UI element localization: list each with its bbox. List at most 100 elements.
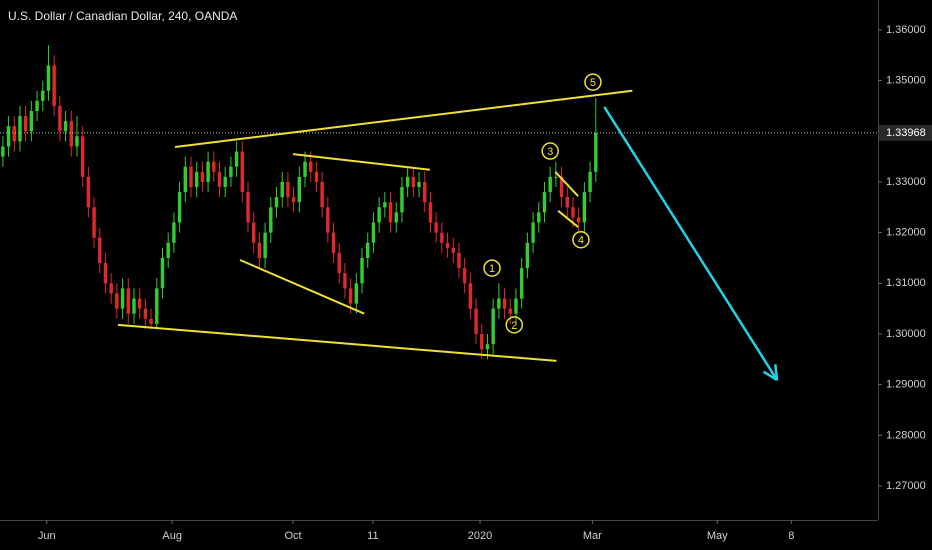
candle-body <box>519 268 524 299</box>
candle-body <box>251 222 256 243</box>
candle-body <box>542 192 547 213</box>
x-tick-label: Jun <box>38 530 56 542</box>
candle-body <box>18 116 22 142</box>
y-tick-label: 1.29000 <box>886 379 926 391</box>
candle-body <box>571 207 575 218</box>
candle-body <box>348 288 353 304</box>
candle-body <box>394 212 398 223</box>
candle-body <box>314 171 319 182</box>
candle-body <box>172 222 176 243</box>
wave-label: 5 <box>590 77 596 89</box>
candle-body <box>194 171 199 188</box>
y-tick-label: 1.28000 <box>886 429 926 441</box>
candle-body <box>200 171 205 182</box>
arrow-head <box>774 364 779 381</box>
candle-body <box>246 192 250 223</box>
candle-body <box>326 207 330 233</box>
trendline <box>239 259 365 315</box>
candle-body <box>451 247 455 253</box>
candle-body <box>331 232 336 253</box>
candle-body <box>280 181 284 198</box>
candle-body <box>257 242 262 258</box>
candle-body <box>400 187 404 213</box>
candle-body <box>343 273 347 289</box>
x-tick-label: Oct <box>284 530 301 542</box>
candle-body <box>115 293 119 309</box>
candle-body <box>445 242 450 248</box>
candle-body <box>531 222 535 243</box>
candle-body <box>183 166 188 193</box>
x-tick-label: 11 <box>367 530 378 542</box>
candle-body <box>559 176 564 198</box>
wave-label-circle <box>572 230 590 249</box>
candle-body <box>514 298 518 314</box>
candle-body <box>286 181 290 198</box>
wave-label-circle <box>483 259 501 277</box>
y-tick-label: 1.32000 <box>886 227 926 239</box>
candle-body <box>98 237 102 264</box>
candle-body <box>303 161 307 177</box>
candle-body <box>485 344 490 350</box>
candle-body <box>155 288 159 324</box>
candle-body <box>274 197 279 208</box>
candle-body <box>103 263 108 284</box>
arrow-head <box>762 370 778 382</box>
candle-body <box>92 207 96 238</box>
last-price-label: 1.33968 <box>886 127 926 139</box>
candle-body <box>554 176 558 178</box>
candle-body <box>212 161 216 172</box>
wave-label: 4 <box>578 235 584 247</box>
candle-body <box>594 132 598 172</box>
candle-body <box>206 161 210 182</box>
candle-body <box>109 283 113 294</box>
candle-body <box>177 192 182 223</box>
candle-body <box>149 318 153 324</box>
candle-body <box>291 197 296 203</box>
candle-body <box>132 298 136 314</box>
y-tick-label: 1.30000 <box>886 328 926 340</box>
candle-body <box>166 242 170 258</box>
candle-body <box>388 202 393 223</box>
candle-body <box>411 176 416 188</box>
y-tick-label: 1.35000 <box>886 74 926 86</box>
candle-body <box>263 232 267 258</box>
candle-body <box>354 283 359 304</box>
candle-body <box>405 176 410 188</box>
candle-body <box>491 308 495 345</box>
candle-body <box>462 268 467 284</box>
wave-label: 2 <box>511 320 517 332</box>
trendline <box>554 171 579 197</box>
chart-title: U.S. Dollar / Canadian Dollar, 240, OAND… <box>8 9 237 23</box>
wave-label-circle <box>541 142 559 160</box>
candle-body <box>440 232 444 243</box>
candle-body <box>480 333 484 350</box>
trendline <box>292 153 430 171</box>
candle-body <box>457 252 461 269</box>
candle-body <box>434 222 438 233</box>
x-tick-label: Mar <box>583 530 602 542</box>
wave-label: 1 <box>489 263 495 275</box>
candle-body <box>240 151 245 193</box>
candle-body <box>423 181 427 203</box>
candle-body <box>86 176 91 208</box>
candle-body <box>371 222 376 243</box>
candle-body <box>428 202 433 223</box>
candle-body <box>63 121 68 132</box>
candle-body <box>23 116 28 132</box>
candle-body <box>41 90 45 101</box>
y-tick-label: 1.33000 <box>886 176 926 188</box>
candle-body <box>474 308 478 334</box>
candle-body <box>497 298 501 309</box>
candle-body <box>52 65 56 106</box>
candle-body <box>126 288 130 314</box>
y-tick-label: 1.36000 <box>886 24 926 36</box>
candle-body <box>75 136 79 147</box>
candle-body <box>537 212 541 223</box>
candle-body <box>6 126 11 147</box>
candle-body <box>120 288 125 309</box>
candle-body <box>377 207 381 223</box>
last-price-box <box>879 124 932 141</box>
trendline <box>174 89 633 148</box>
wave-label-circle <box>584 73 602 91</box>
